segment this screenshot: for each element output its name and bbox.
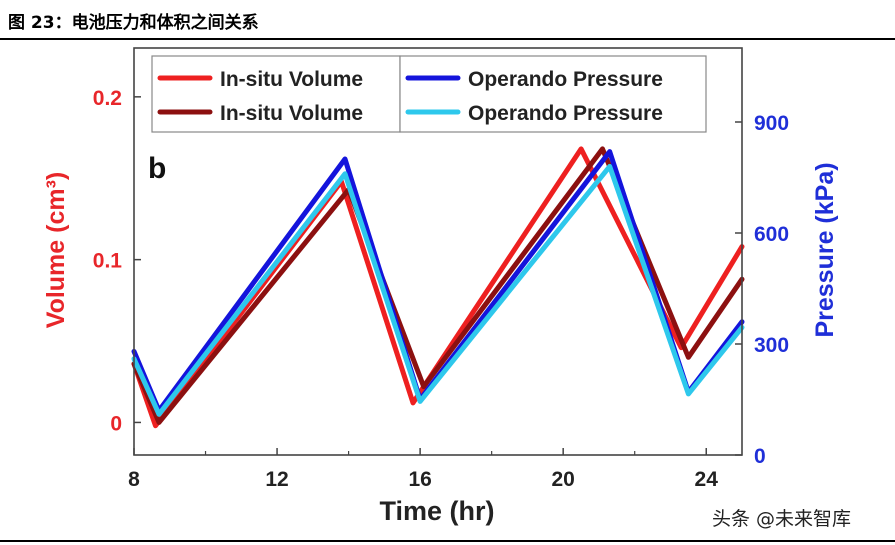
plot-frame [133,47,743,456]
left-y-axis-label: Volume (cm³) [42,172,70,329]
x-tick-label: 16 [408,468,431,491]
left-y-axis: 0 0.1 0.2 [93,87,141,435]
series-line-1 [131,146,745,429]
top-rule [0,38,895,40]
legend-box [399,55,707,133]
series-line-2 [131,146,745,425]
plot-lines [131,146,745,429]
right-y-tick-label: 600 [754,223,789,246]
x-tick-label: 8 [128,468,140,491]
x-axis-label: Time (hr) [379,496,494,526]
right-y-tick-label: 0 [754,445,766,468]
x-axis: 8 12 16 20 24 [128,448,718,491]
bottom-rule [0,540,895,542]
left-y-tick-label: 0.2 [93,87,122,110]
legend-label: Operando Pressure [468,68,663,91]
left-y-tick-label: 0.1 [93,250,123,273]
x-tick-label: 24 [695,468,719,491]
right-y-tick-label: 900 [754,112,789,135]
legend-label: In-situ Volume [220,68,363,91]
series-line-4 [131,163,745,417]
left-y-tick-label: 0 [110,412,122,435]
figure-title: 图 23：电池压力和体积之间关系 [8,13,259,33]
x-tick-label: 20 [551,468,574,491]
legend-label: In-situ Volume [220,102,363,125]
right-y-tick-label: 300 [754,334,789,357]
right-y-axis-label: Pressure (kPa) [811,162,839,337]
x-tick-label: 12 [265,468,288,491]
right-y-axis: 0 300 600 900 [735,112,789,468]
legend: In-situ Volume In-situ Volume Operando Pre… [151,55,707,133]
panel-label: b [148,152,166,185]
watermark: 头条 @未来智库 [712,508,852,530]
legend-label: Operando Pressure [468,102,663,125]
